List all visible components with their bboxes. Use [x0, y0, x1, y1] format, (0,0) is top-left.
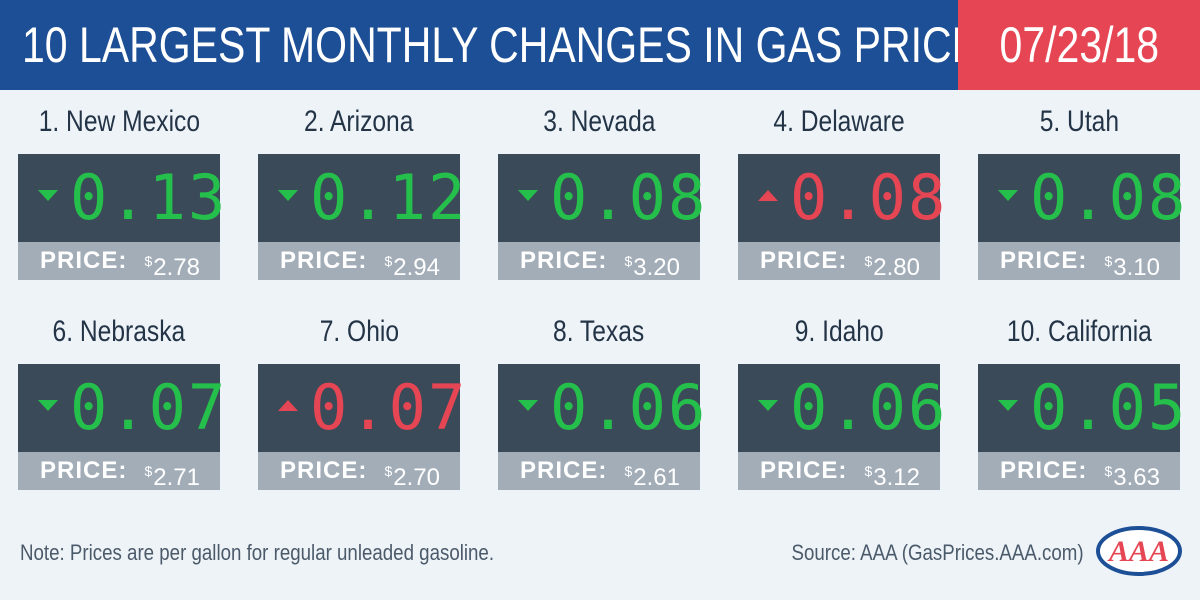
price-bar: PRICE: $2.78 — [18, 242, 220, 281]
price-bar: PRICE: $2.70 — [258, 452, 460, 491]
header-banner: 10 LARGEST MONTHLY CHANGES IN GAS PRICES… — [0, 0, 1200, 90]
aaa-logo-icon: AAA — [1096, 526, 1182, 576]
price-label: PRICE: — [280, 247, 368, 274]
state-name: 6. Nebraska — [52, 315, 186, 348]
price-bar: PRICE: $3.63 — [978, 452, 1180, 491]
price-label: PRICE: — [1000, 457, 1088, 484]
change-direction-icon — [278, 190, 298, 201]
date-badge: 07/23/18 — [958, 0, 1200, 90]
change-display: 0.07 — [18, 364, 228, 452]
change-value: 0.12 — [310, 161, 468, 234]
change-display: 0.06 — [498, 364, 708, 452]
source-credit: Source: AAA (GasPrices.AAA.com) — [791, 540, 1084, 565]
change-value: 0.07 — [70, 371, 228, 444]
price-value: $3.12 — [864, 463, 920, 491]
change-display: 0.08 — [738, 154, 948, 242]
change-direction-icon — [38, 190, 58, 201]
price-value: $2.70 — [384, 463, 440, 491]
change-direction-icon — [38, 400, 58, 411]
price-bar: PRICE: $2.61 — [498, 452, 700, 491]
state-name: 2. Arizona — [304, 105, 414, 138]
price-label: PRICE: — [40, 457, 128, 484]
price-bar: PRICE: $2.71 — [18, 452, 220, 491]
change-value: 0.13 — [70, 161, 228, 234]
change-direction-icon — [518, 400, 538, 411]
price-value: $2.71 — [144, 463, 200, 491]
price-value: $2.78 — [144, 253, 200, 281]
price-value: $3.63 — [1104, 463, 1160, 491]
price-value: $2.80 — [864, 253, 920, 281]
price-label: PRICE: — [1000, 247, 1088, 274]
change-value: 0.08 — [790, 161, 948, 234]
price-value: $3.20 — [624, 253, 680, 281]
state-name: 4. Delaware — [773, 105, 905, 138]
state-name: 5. Utah — [1039, 105, 1119, 138]
price-label: PRICE: — [760, 457, 848, 484]
footnote: Note: Prices are per gallon for regular … — [20, 540, 495, 565]
state-name: 1. New Mexico — [38, 105, 200, 138]
change-display: 0.12 — [258, 154, 468, 242]
change-value: 0.05 — [1030, 371, 1188, 444]
price-label: PRICE: — [520, 457, 608, 484]
state-name: 8. Texas — [553, 315, 645, 348]
change-direction-icon — [518, 190, 538, 201]
change-value: 0.06 — [790, 371, 948, 444]
change-value: 0.08 — [1030, 161, 1188, 234]
change-display: 0.05 — [978, 364, 1188, 452]
state-name: 3. Nevada — [542, 105, 656, 138]
price-bar: PRICE: $3.12 — [738, 452, 940, 491]
change-direction-icon — [758, 400, 778, 411]
change-display: 0.08 — [498, 154, 708, 242]
price-value: $3.10 — [1104, 253, 1160, 281]
price-bar: PRICE: $3.20 — [498, 242, 700, 281]
change-direction-icon — [998, 400, 1018, 411]
change-value: 0.07 — [310, 371, 468, 444]
change-value: 0.08 — [550, 161, 708, 234]
change-display: 0.13 — [18, 154, 228, 242]
price-value: $2.94 — [384, 253, 440, 281]
state-name: 9. Idaho — [794, 315, 884, 348]
price-label: PRICE: — [40, 247, 128, 274]
change-display: 0.07 — [258, 364, 468, 452]
change-direction-icon — [998, 190, 1018, 201]
date-text: 07/23/18 — [999, 17, 1159, 73]
change-display: 0.06 — [738, 364, 948, 452]
price-value: $2.61 — [624, 463, 680, 491]
change-direction-icon — [278, 400, 298, 411]
page-title: 10 LARGEST MONTHLY CHANGES IN GAS PRICES — [22, 17, 1007, 73]
logo-text: AAA — [1107, 535, 1169, 568]
change-display: 0.08 — [978, 154, 1188, 242]
price-bar: PRICE: $2.80 — [738, 242, 940, 281]
price-bar: PRICE: $2.94 — [258, 242, 460, 281]
state-name: 7. Ohio — [319, 315, 399, 348]
state-name: 10. California — [1006, 315, 1152, 348]
change-direction-icon — [758, 190, 778, 201]
price-label: PRICE: — [520, 247, 608, 274]
price-label: PRICE: — [760, 247, 848, 274]
price-bar: PRICE: $3.10 — [978, 242, 1180, 281]
price-label: PRICE: — [280, 457, 368, 484]
change-value: 0.06 — [550, 371, 708, 444]
